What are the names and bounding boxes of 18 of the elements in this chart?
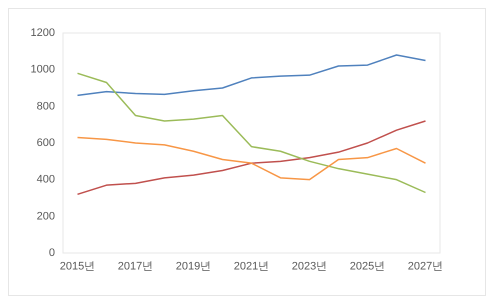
x-tick-label: 2021년 <box>234 260 270 272</box>
line-series <box>76 120 426 196</box>
x-tick-label: 2023년 <box>292 260 328 272</box>
y-tick-label: 1200 <box>30 27 55 39</box>
y-tick-label: 1000 <box>30 64 55 76</box>
x-tick-label: 2019년 <box>176 260 212 272</box>
x-tick-label: 2027년 <box>408 260 444 272</box>
line-series <box>76 54 426 96</box>
x-tick-label: 2025년 <box>350 260 386 272</box>
y-tick-label: 0 <box>48 247 55 259</box>
line-series <box>76 136 426 180</box>
y-tick-label: 200 <box>36 210 55 222</box>
x-tick-label: 2017년 <box>118 260 154 272</box>
y-tick-label: 600 <box>36 137 55 149</box>
x-tick-label: 2015년 <box>60 260 96 272</box>
line-series <box>76 72 426 194</box>
y-tick-label: 400 <box>36 174 55 186</box>
y-tick-label: 800 <box>36 100 55 112</box>
